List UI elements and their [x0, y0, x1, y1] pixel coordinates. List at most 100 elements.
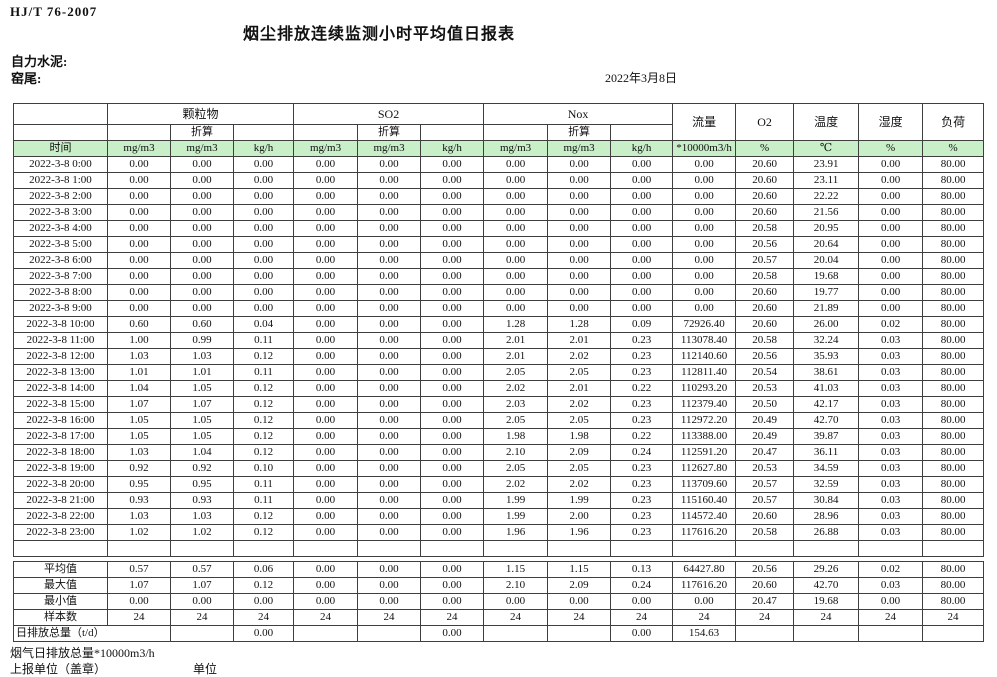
value-cell: 20.56 — [735, 348, 795, 365]
value-cell: 0.00 — [357, 364, 422, 381]
value-cell: 0.00 — [672, 268, 737, 285]
value-cell: 20.53 — [735, 460, 795, 477]
value-cell: 0.00 — [547, 204, 612, 221]
value-cell: 0.00 — [420, 188, 485, 205]
empty-row — [13, 540, 985, 557]
value-cell: 0.00 — [107, 188, 171, 205]
value-cell: 0.00 — [107, 300, 171, 317]
value-cell: 0.00 — [420, 348, 485, 365]
value-cell: 20.50 — [735, 396, 795, 413]
value-cell: 1.05 — [170, 428, 234, 445]
value-cell: 24 — [357, 609, 421, 626]
time-cell: 2022-3-8 15:00 — [13, 396, 108, 413]
value-cell: 0.95 — [107, 476, 171, 493]
value-cell: 1.05 — [170, 380, 234, 397]
unit-cell: kg/h — [610, 140, 674, 157]
value-cell: 0.00 — [293, 300, 359, 317]
value-cell: 112972.20 — [672, 412, 737, 429]
header-blank — [420, 124, 485, 141]
unit-cell: kg/h — [232, 140, 295, 157]
value-cell: 80.00 — [922, 593, 984, 610]
value-cell: 72926.40 — [672, 316, 737, 333]
table-row: 2022-3-8 6:00 0.00 0.00 0.00 0.00 0.00 0.00 0.0… — [13, 252, 985, 269]
value-cell: 117616.20 — [672, 524, 737, 541]
value-cell: 0.00 — [420, 172, 485, 189]
value-cell: 0.03 — [858, 428, 924, 445]
summary-row: 样本数 24 24 24 24 24 24 24 24 24 24 24 24 24 24 — [13, 609, 984, 626]
value-cell: 0.00 — [293, 268, 359, 285]
value-cell: 0.00 — [420, 492, 485, 509]
value-cell: 0.00 — [293, 284, 359, 301]
value-cell: 0.00 — [293, 236, 359, 253]
table-row: 2022-3-8 2:00 0.00 0.00 0.00 0.00 0.00 0.00 0.0… — [13, 188, 985, 205]
value-cell: 0.00 — [357, 380, 422, 397]
value-cell: 112591.20 — [672, 444, 737, 461]
value-cell: 0.00 — [858, 236, 924, 253]
value-cell: 0.00 — [357, 593, 421, 610]
value-cell: 28.96 — [793, 508, 860, 525]
company-name: 自力水泥: — [11, 54, 68, 69]
value-cell: 0.93 — [170, 492, 234, 509]
value-cell: 0.00 — [357, 268, 422, 285]
empty-cell — [483, 540, 549, 557]
value-cell: 0.92 — [170, 460, 234, 477]
value-cell: 30.84 — [793, 492, 860, 509]
table-row: 2022-3-8 3:00 0.00 0.00 0.00 0.00 0.00 0.00 0.0… — [13, 204, 985, 221]
value-cell: 2.03 — [483, 396, 549, 413]
value-cell: 20.64 — [793, 236, 860, 253]
value-cell: 0.00 — [547, 268, 612, 285]
value-cell: 80.00 — [922, 204, 985, 221]
value-cell: 80.00 — [922, 412, 985, 429]
value-cell: 19.68 — [793, 268, 860, 285]
value-cell: 0.00 — [547, 172, 612, 189]
value-cell: 0.00 — [420, 236, 485, 253]
value-cell: 0.00 — [483, 204, 549, 221]
table-row: 2022-3-8 23:00 1.02 1.02 0.12 0.00 0.00 0.00 1.… — [13, 524, 985, 541]
value-cell: 0.03 — [858, 444, 924, 461]
value-cell: 0.23 — [610, 396, 674, 413]
value-cell: 0.00 — [420, 332, 485, 349]
value-cell: 0.00 — [547, 156, 612, 173]
value-cell: 1.03 — [170, 348, 234, 365]
header-group-pm: 颗粒物 — [106, 103, 295, 125]
value-cell: 0.00 — [232, 172, 295, 189]
value-cell: 0.00 — [357, 188, 422, 205]
unit-cell: mg/m3 — [107, 140, 171, 157]
value-cell — [547, 625, 611, 642]
value-cell: 0.00 — [420, 625, 484, 642]
value-cell: 21.56 — [793, 204, 860, 221]
time-cell: 2022-3-8 13:00 — [13, 364, 108, 381]
empty-cell — [672, 540, 737, 557]
table-row: 2022-3-8 17:00 1.05 1.05 0.12 0.00 0.00 0.00 1.… — [13, 428, 985, 445]
unit-cell: mg/m3 — [170, 140, 234, 157]
table-row: 2022-3-8 18:00 1.03 1.04 0.12 0.00 0.00 0.00 2.… — [13, 444, 985, 461]
value-cell: 2.05 — [483, 412, 549, 429]
value-cell: 0.03 — [858, 348, 924, 365]
table-row: 2022-3-8 22:00 1.03 1.03 0.12 0.00 0.00 0.00 1.… — [13, 508, 985, 525]
value-cell: 20.60 — [735, 156, 795, 173]
header-blank — [610, 124, 674, 141]
value-cell: 0.00 — [293, 332, 359, 349]
value-cell: 24 — [793, 609, 859, 626]
empty-cell — [610, 540, 674, 557]
value-cell: 1.07 — [170, 396, 234, 413]
value-cell: 0.92 — [107, 460, 171, 477]
value-cell: 0.00 — [232, 220, 295, 237]
value-cell: 0.06 — [233, 561, 294, 578]
value-cell: 1.02 — [170, 524, 234, 541]
value-cell: 0.00 — [483, 156, 549, 173]
empty-cell — [357, 540, 422, 557]
summary-label: 平均值 — [13, 561, 108, 578]
value-cell: 0.23 — [610, 508, 674, 525]
value-cell: 1.05 — [170, 412, 234, 429]
value-cell: 20.49 — [735, 412, 795, 429]
value-cell: 0.00 — [107, 220, 171, 237]
value-cell: 2.05 — [483, 364, 549, 381]
value-cell: 21.89 — [793, 300, 860, 317]
time-cell: 2022-3-8 16:00 — [13, 412, 108, 429]
value-cell: 24 — [170, 609, 234, 626]
value-cell: 0.00 — [672, 172, 737, 189]
empty-cell — [232, 540, 295, 557]
summary-label: 样本数 — [13, 609, 108, 626]
value-cell: 2.05 — [547, 364, 612, 381]
